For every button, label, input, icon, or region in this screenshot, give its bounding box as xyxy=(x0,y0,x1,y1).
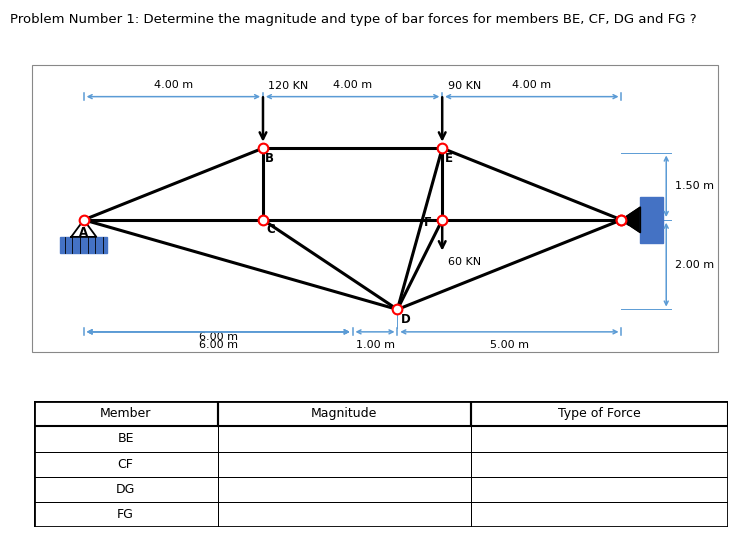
Bar xyxy=(34,477,218,502)
Text: BE: BE xyxy=(118,432,134,446)
Bar xyxy=(640,196,663,243)
Text: Problem Number 1: Determine the magnitude and type of bar forces for members BE,: Problem Number 1: Determine the magnitud… xyxy=(10,13,696,26)
Text: A: A xyxy=(80,226,88,239)
Text: FG: FG xyxy=(117,508,134,521)
Bar xyxy=(217,502,471,527)
Text: 1.00 m: 1.00 m xyxy=(356,340,395,350)
Bar xyxy=(217,426,471,452)
Text: E: E xyxy=(445,151,453,165)
Text: F: F xyxy=(424,216,432,228)
Text: 1.50 m: 1.50 m xyxy=(675,181,714,191)
Bar xyxy=(34,452,218,477)
Text: 60 KN: 60 KN xyxy=(448,257,481,266)
Text: 4.00 m: 4.00 m xyxy=(154,80,193,90)
Text: Magnitude: Magnitude xyxy=(311,407,377,421)
Text: B: B xyxy=(266,151,274,165)
Bar xyxy=(61,237,107,253)
Bar xyxy=(34,426,218,452)
Text: 6.00 m: 6.00 m xyxy=(199,332,238,342)
Text: 120 KN: 120 KN xyxy=(268,81,308,91)
Bar xyxy=(471,452,728,477)
Bar xyxy=(471,426,728,452)
Bar xyxy=(217,401,471,426)
Text: 5.00 m: 5.00 m xyxy=(490,340,529,350)
Text: 4.00 m: 4.00 m xyxy=(333,80,372,90)
Bar xyxy=(34,401,218,426)
Text: 4.00 m: 4.00 m xyxy=(512,80,551,90)
Text: CF: CF xyxy=(118,457,134,471)
Bar xyxy=(217,477,471,502)
Text: 6.00 m: 6.00 m xyxy=(199,340,238,350)
Text: 90 KN: 90 KN xyxy=(448,81,481,91)
Text: Member: Member xyxy=(100,407,152,421)
Bar xyxy=(471,401,728,426)
Text: 2.00 m: 2.00 m xyxy=(675,259,714,270)
Bar xyxy=(217,452,471,477)
Bar xyxy=(471,477,728,502)
Text: C: C xyxy=(267,223,275,236)
Bar xyxy=(471,502,728,527)
Text: G: G xyxy=(625,216,634,228)
Text: DG: DG xyxy=(116,483,135,496)
Polygon shape xyxy=(622,207,640,232)
Text: D: D xyxy=(400,313,410,326)
Bar xyxy=(34,502,218,527)
Text: Type of Force: Type of Force xyxy=(558,407,640,421)
